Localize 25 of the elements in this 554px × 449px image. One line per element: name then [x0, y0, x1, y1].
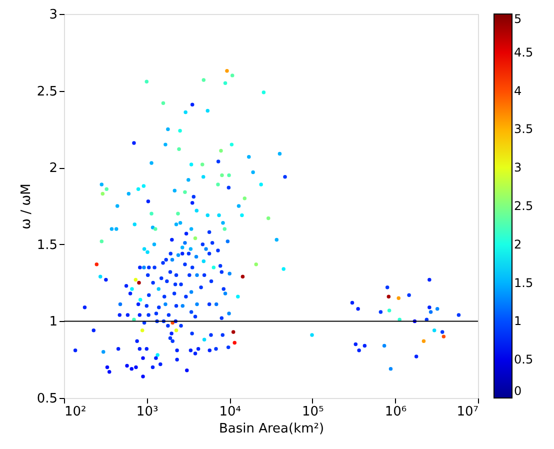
- x-tick-label: 10⁷: [456, 404, 478, 420]
- x-tick-label: 10⁶: [384, 404, 407, 420]
- color-bar-label: 2.5: [514, 199, 534, 213]
- y-tick-label: 2.5: [36, 84, 58, 100]
- y-tick-label: 2: [49, 161, 58, 176]
- color-bar-label: 4.5: [514, 45, 534, 60]
- y-tick-label: 3: [49, 8, 58, 22]
- x-axis-title: Basin Area(km²): [218, 422, 324, 436]
- x-tick-label: 10²: [64, 404, 86, 420]
- color-bar-label: 1.5: [514, 276, 534, 290]
- color-bar-label: 2: [514, 237, 522, 252]
- x-tick-label: 10⁵: [302, 404, 324, 420]
- color-bar-label: 1: [514, 314, 522, 328]
- y-tick-label: 1.5: [36, 238, 58, 253]
- x-tick-label: 10⁴: [219, 404, 241, 420]
- x-tick-label: 10³: [136, 404, 158, 420]
- y-axis-title: ω / ωM: [18, 184, 34, 230]
- color-bar-label: 3.5: [514, 122, 534, 136]
- color-bar-label: 5: [514, 12, 522, 26]
- y-tick-label: 0.5: [36, 392, 58, 406]
- y-tick-label: 1: [49, 314, 58, 330]
- color-bar-label: 0.5: [514, 352, 534, 367]
- color-bar-label: 0: [514, 384, 522, 398]
- color-bar-label: 4: [514, 84, 522, 98]
- color-bar-label: 3: [514, 160, 522, 175]
